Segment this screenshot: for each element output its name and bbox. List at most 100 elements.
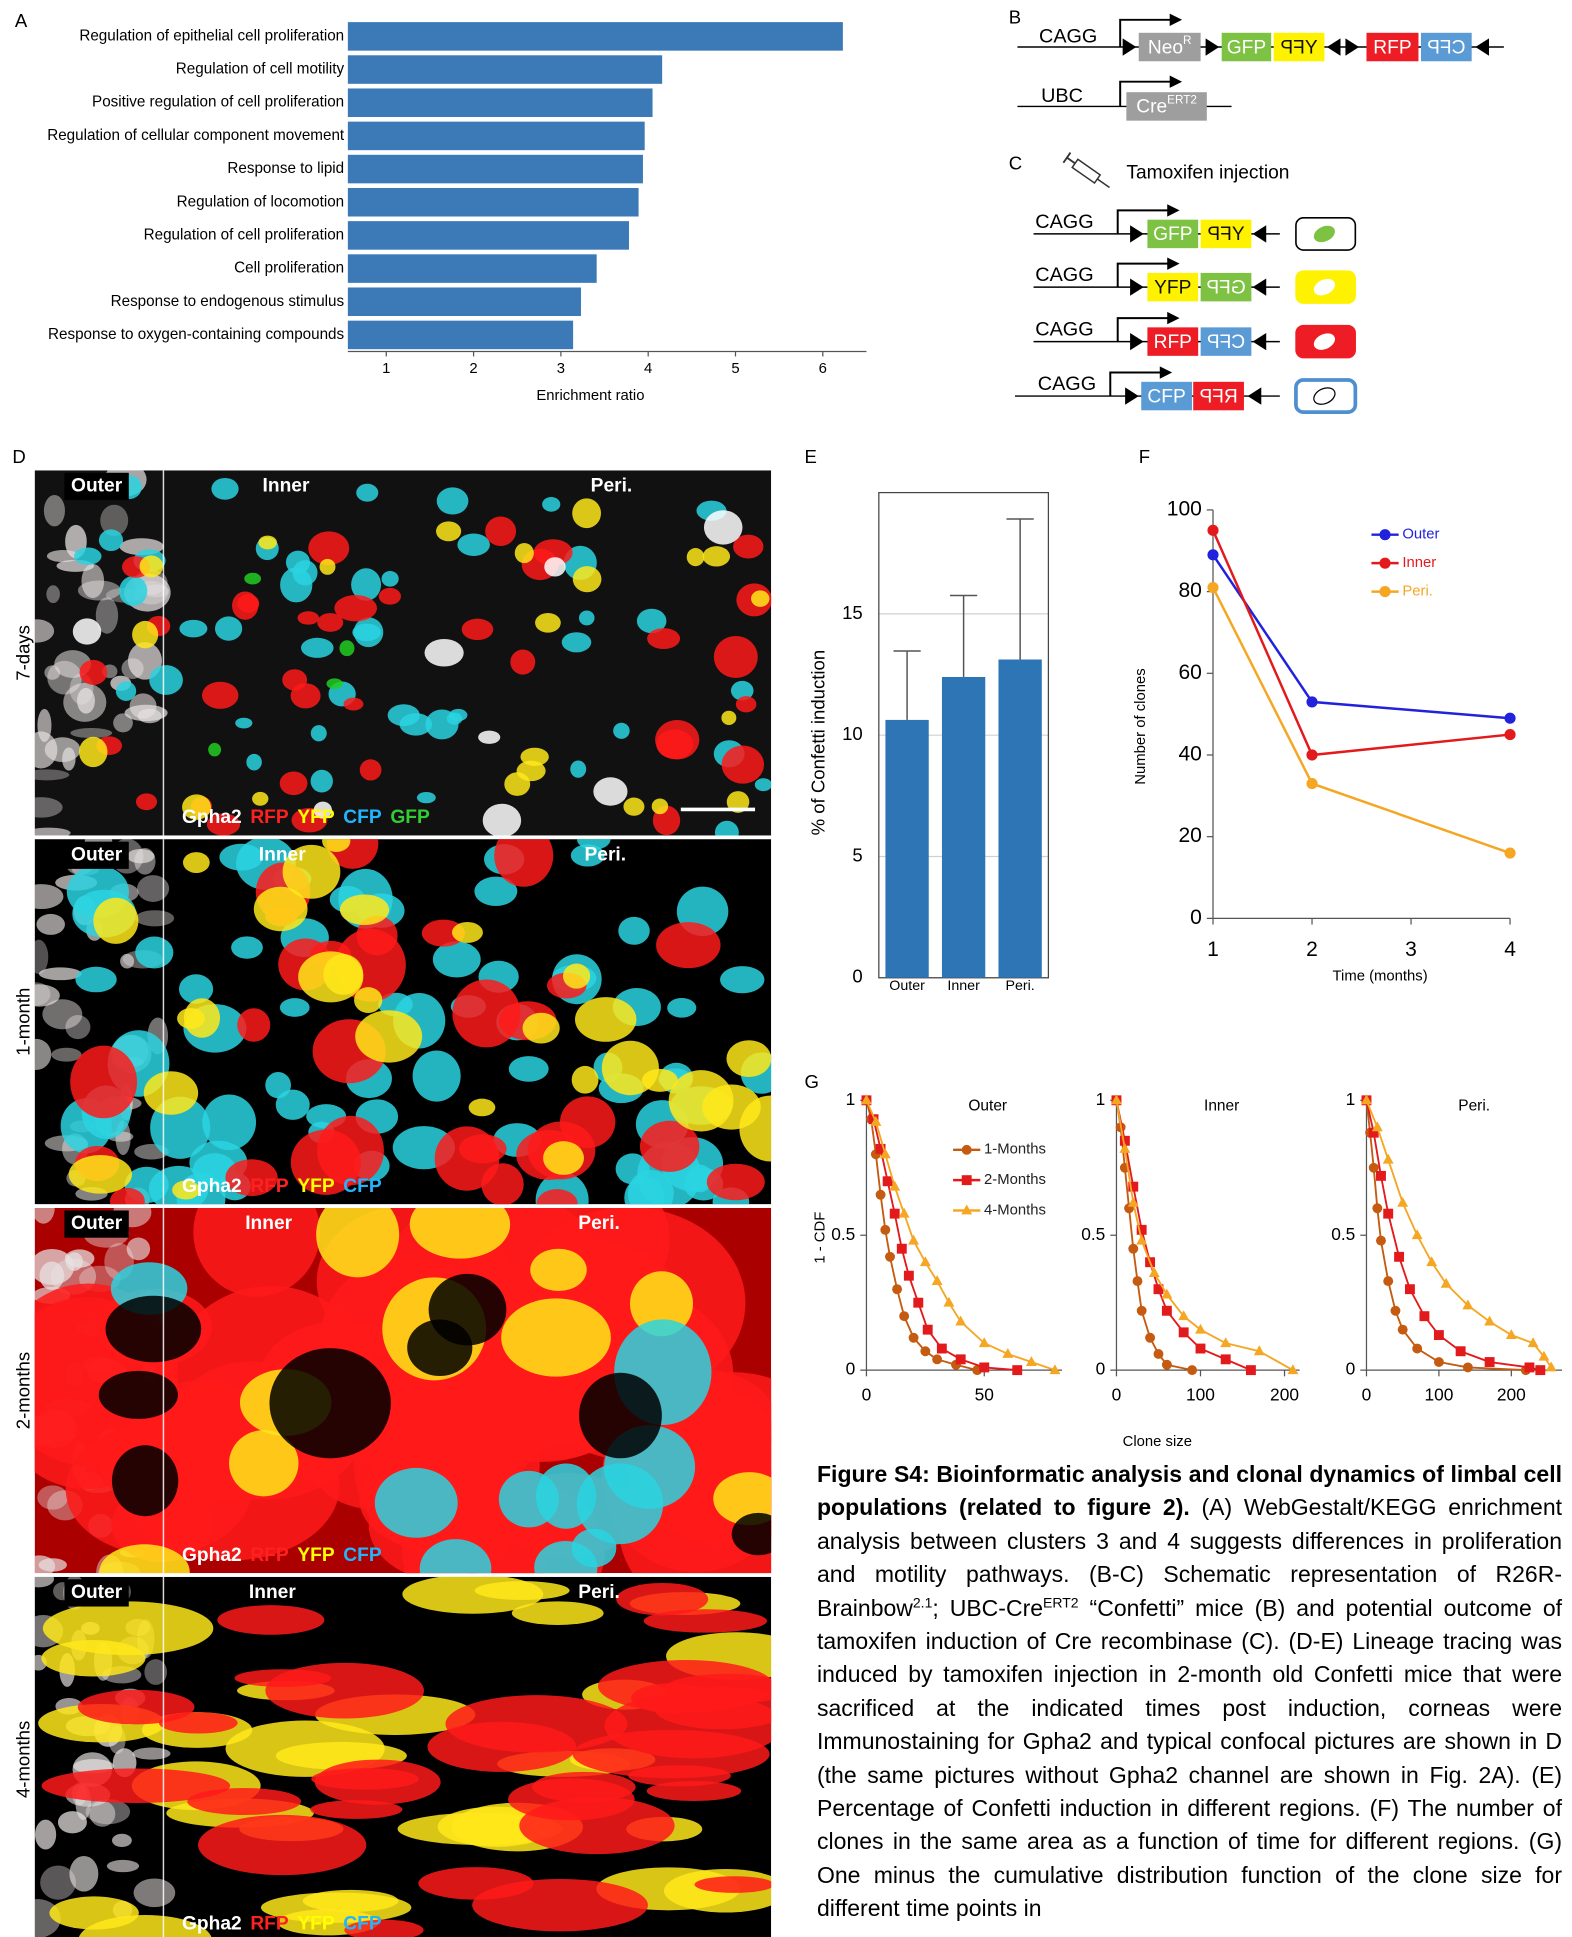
blob bbox=[593, 777, 627, 805]
marker bbox=[1287, 1364, 1298, 1374]
panel-label: F bbox=[1139, 446, 1150, 467]
blob bbox=[99, 1371, 178, 1419]
blob bbox=[501, 1298, 611, 1376]
x-axis-label: Clone size bbox=[1123, 1434, 1192, 1450]
caption-text: “Confetti” mice (B) and potential outcom… bbox=[817, 1595, 1562, 1922]
y-tick-label: Positive regulation of cell proliferatio… bbox=[92, 94, 344, 111]
legend-label: 4-Months bbox=[984, 1202, 1046, 1218]
blob bbox=[231, 936, 263, 958]
blob bbox=[78, 1690, 195, 1725]
marker bbox=[1376, 1171, 1386, 1181]
marker bbox=[1434, 1330, 1444, 1340]
blob bbox=[106, 1296, 202, 1363]
region-label: Inner bbox=[245, 1213, 292, 1234]
blob bbox=[36, 914, 65, 935]
marker bbox=[932, 1354, 942, 1364]
loxp-site bbox=[1125, 387, 1139, 404]
syringe-plunger bbox=[1067, 158, 1075, 164]
gene-name: YFP bbox=[1154, 277, 1191, 298]
channel-name: YFP bbox=[297, 1914, 334, 1935]
blob bbox=[135, 937, 173, 969]
blob bbox=[47, 661, 82, 695]
bar bbox=[998, 660, 1041, 978]
blob bbox=[303, 1890, 399, 1912]
promoter-label: CAGG bbox=[1039, 25, 1097, 47]
marker bbox=[1207, 525, 1218, 536]
channel-name: Gpha2 bbox=[182, 1914, 242, 1935]
blob bbox=[99, 529, 123, 551]
blob bbox=[107, 1860, 139, 1872]
channel-name: CFP bbox=[343, 1176, 382, 1197]
arrow-head bbox=[1160, 366, 1172, 378]
error-bar bbox=[893, 651, 920, 720]
marker bbox=[913, 1298, 923, 1308]
marker bbox=[1372, 1121, 1383, 1131]
caption-sup: ERT2 bbox=[1043, 1594, 1079, 1610]
blob bbox=[433, 941, 481, 977]
marker bbox=[1179, 1327, 1189, 1337]
blob bbox=[425, 639, 464, 667]
page: ARegulation of epithelial cell prolifera… bbox=[0, 0, 1572, 1937]
legend-marker bbox=[1379, 586, 1390, 597]
marker bbox=[1405, 1284, 1415, 1294]
y-axis-label: % of Confetti induction bbox=[807, 650, 828, 836]
blob bbox=[504, 772, 530, 796]
blob bbox=[449, 709, 467, 721]
x-tick-label: 200 bbox=[1497, 1385, 1526, 1405]
y-tick-label: Regulation of locomotion bbox=[177, 193, 345, 210]
y-tick-label: 15 bbox=[842, 602, 863, 623]
marker bbox=[956, 1354, 966, 1364]
blob bbox=[478, 731, 500, 744]
x-tick-label: 5 bbox=[731, 361, 739, 377]
gene-label: CFP bbox=[1427, 37, 1465, 58]
x-tick-label: 4 bbox=[644, 361, 652, 377]
blob bbox=[75, 967, 116, 993]
region-label: Peri. bbox=[591, 475, 633, 496]
blob bbox=[37, 1485, 68, 1509]
blob bbox=[483, 804, 521, 837]
blob bbox=[360, 759, 382, 780]
gene-label: GFP bbox=[1153, 224, 1192, 245]
bar bbox=[942, 677, 985, 978]
series-line bbox=[1213, 588, 1510, 853]
y-tick-label: Regulation of epithelial cell proliferat… bbox=[79, 27, 344, 44]
gene-name: GFP bbox=[1153, 224, 1192, 245]
y-tick-label: 10 bbox=[842, 723, 863, 744]
blob bbox=[481, 1163, 523, 1205]
blob bbox=[579, 610, 595, 625]
blob bbox=[687, 548, 705, 566]
blob bbox=[320, 559, 336, 575]
blob bbox=[297, 611, 319, 624]
blob bbox=[42, 999, 82, 1029]
gene-sup: R bbox=[1183, 34, 1192, 47]
gene-label: YFP bbox=[1207, 224, 1244, 245]
gene-label: GFP bbox=[1206, 277, 1245, 298]
bar bbox=[348, 188, 639, 217]
blob bbox=[44, 495, 65, 526]
blob bbox=[132, 621, 158, 649]
y-tick-label: 80 bbox=[1178, 579, 1201, 602]
marker bbox=[920, 1346, 930, 1356]
marker bbox=[1397, 1197, 1408, 1207]
blob bbox=[520, 748, 548, 766]
y-tick-label: 5 bbox=[852, 844, 862, 865]
bar bbox=[348, 55, 662, 84]
channel-legend: Gpha2RFPYFPCFP bbox=[182, 1914, 382, 1935]
legend-marker bbox=[1379, 558, 1390, 569]
marker bbox=[908, 1235, 919, 1245]
y-tick-label: 0.5 bbox=[831, 1224, 855, 1244]
channel-name: RFP bbox=[250, 1176, 289, 1197]
x-tick-label: 4 bbox=[1504, 938, 1516, 961]
blob bbox=[49, 1896, 138, 1929]
blob bbox=[202, 682, 239, 709]
marker bbox=[1504, 713, 1515, 724]
gene-label: CFP bbox=[1207, 332, 1245, 353]
region-label: Peri. bbox=[585, 844, 627, 865]
gene-name: GFP bbox=[1206, 277, 1245, 298]
blob bbox=[407, 1319, 472, 1376]
marker bbox=[892, 1284, 902, 1294]
blob bbox=[217, 1605, 324, 1635]
region-label: Peri. bbox=[578, 1582, 620, 1603]
blob bbox=[572, 498, 601, 528]
bar bbox=[348, 122, 645, 151]
